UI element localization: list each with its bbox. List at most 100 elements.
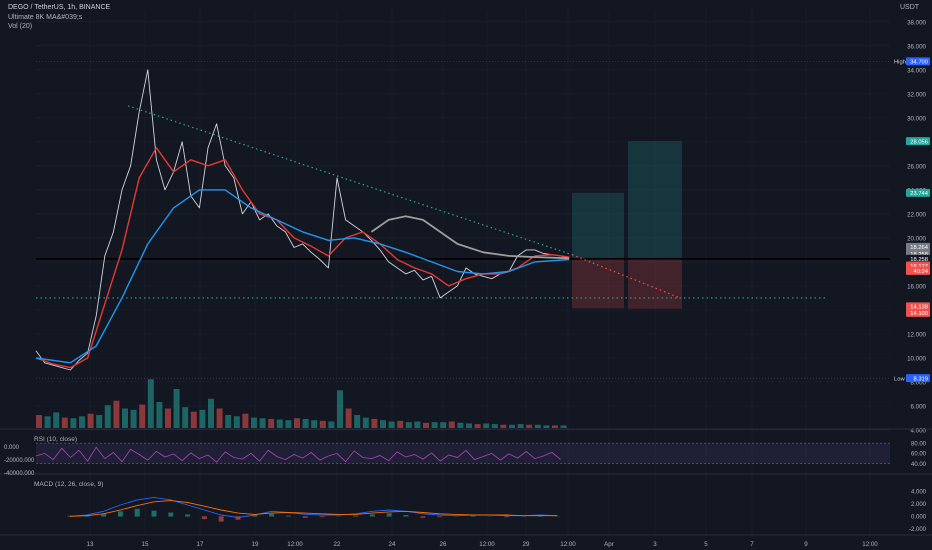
volume-bar bbox=[311, 420, 318, 428]
series-ma_fast bbox=[35, 147, 570, 369]
x-tick-label: 12:00 bbox=[287, 541, 303, 548]
indicator-legend-ma[interactable]: Ultimate 8K MA&#039;s bbox=[8, 14, 83, 21]
price-badge-value: 14.138 bbox=[910, 305, 928, 311]
macd-histogram-bar bbox=[353, 515, 359, 517]
volume-bar bbox=[302, 418, 309, 428]
volume-bar bbox=[259, 418, 266, 428]
macd-tick-label: 0.000 bbox=[911, 515, 927, 521]
price-badge-bg bbox=[906, 188, 930, 197]
volume-bar bbox=[448, 421, 455, 428]
macd-pane-label[interactable]: MACD (12, 26, close, 9) bbox=[34, 481, 104, 488]
volume-bar bbox=[96, 415, 103, 428]
price-badge: 14.138 bbox=[906, 302, 930, 311]
volume-bar bbox=[285, 420, 292, 428]
volume-bar bbox=[345, 408, 352, 428]
macd-histogram-bar bbox=[235, 516, 241, 520]
volume-bar bbox=[354, 415, 361, 428]
rsi-left-tick: 0.000 bbox=[4, 445, 20, 451]
y-tick-label: 10.000 bbox=[907, 355, 926, 362]
volume-bar bbox=[251, 417, 257, 428]
volume-bar bbox=[543, 425, 550, 428]
price-badge-bg bbox=[906, 254, 930, 263]
volume-bar bbox=[371, 418, 378, 428]
macd-histogram-bar bbox=[319, 516, 325, 518]
long-position-target-zone bbox=[572, 192, 624, 259]
long-position-stop-zone bbox=[572, 258, 624, 309]
volume-bar bbox=[147, 379, 154, 428]
price-badge-value: 34.700 bbox=[910, 60, 928, 66]
price-badge: 40:24 bbox=[906, 266, 930, 275]
macd-tick-label: 2.000 bbox=[911, 502, 927, 508]
macd-histogram-bar bbox=[101, 513, 107, 517]
macd-line bbox=[69, 496, 558, 518]
volume-bar bbox=[182, 407, 189, 428]
price-badge-value: 18.264 bbox=[910, 245, 929, 251]
x-tick-label: 15 bbox=[142, 541, 149, 548]
macd-histogram-bar bbox=[252, 515, 258, 517]
rsi-left-tick: -20000.000 bbox=[4, 458, 35, 464]
price-badge-value: 23.744 bbox=[910, 191, 929, 197]
volume-bar bbox=[526, 424, 533, 428]
y-tick-label: 12.000 bbox=[907, 331, 926, 338]
indicator-legend-volume[interactable]: Vol (20) bbox=[8, 23, 33, 30]
volume-bar bbox=[44, 416, 51, 428]
y-tick-label: 26.000 bbox=[907, 163, 926, 170]
volume-bar bbox=[474, 424, 481, 428]
x-tick-label: 12:00 bbox=[560, 541, 576, 548]
x-tick-label: 12:00 bbox=[479, 541, 495, 548]
volume-bar bbox=[113, 400, 120, 428]
macd-tick-label: 4.000 bbox=[911, 489, 927, 495]
y-tick-label: 36.000 bbox=[907, 43, 926, 50]
volume-bar bbox=[104, 405, 111, 428]
macd-histogram-bar bbox=[151, 510, 157, 517]
volume-bar bbox=[500, 424, 507, 428]
rsi-tick-label: 80.00 bbox=[911, 441, 927, 447]
y-tick-label: 22.000 bbox=[907, 211, 926, 218]
y-tick-label: 20.000 bbox=[907, 235, 926, 242]
rsi-tick-label: 40.00 bbox=[911, 462, 927, 468]
price-badge: High 34.700 bbox=[894, 57, 930, 66]
x-tick-label: 17 bbox=[197, 541, 204, 548]
price-badge-bg bbox=[906, 57, 930, 66]
x-tick-label: Apr bbox=[604, 541, 614, 548]
volume-bar bbox=[216, 408, 223, 428]
volume-bar bbox=[319, 420, 326, 428]
price-badge-value: 18.258 bbox=[910, 252, 928, 258]
macd-histogram-bar bbox=[285, 515, 291, 517]
series-ma_slow bbox=[370, 215, 570, 260]
macd-histogram-bar bbox=[386, 513, 392, 517]
price-badge-value: 28.056 bbox=[910, 139, 928, 145]
x-tick-label: 3 bbox=[653, 541, 657, 548]
rsi-pane-label[interactable]: RSI (10, close) bbox=[34, 436, 77, 443]
volume-bar bbox=[362, 417, 369, 428]
volume-bar bbox=[423, 422, 429, 428]
macd-histogram-bar bbox=[218, 516, 224, 522]
macd-histogram-bar bbox=[168, 512, 174, 517]
volume-bar bbox=[534, 424, 541, 428]
volume-bar bbox=[328, 421, 335, 428]
macd-histogram-bar bbox=[201, 516, 207, 520]
volume-bar bbox=[225, 415, 232, 428]
price-badge-label: Low bbox=[894, 376, 905, 382]
price-badge: 28.056 bbox=[906, 137, 930, 145]
x-tick-label: 26 bbox=[440, 541, 447, 548]
price-badge: Low 8.319 bbox=[894, 374, 930, 382]
volume-bar bbox=[337, 390, 343, 428]
volume-bar bbox=[139, 404, 146, 428]
price-badge-value: 14.100 bbox=[910, 311, 928, 317]
volume-bar bbox=[173, 389, 180, 428]
y-tick-label: 38.000 bbox=[907, 19, 926, 26]
volume-bar bbox=[483, 423, 490, 428]
symbol-title: DEGO / TetherUS, 1h, BINANCE bbox=[8, 4, 111, 11]
macd-histogram-bar bbox=[117, 511, 123, 517]
macd-histogram-bar bbox=[269, 513, 275, 517]
y-tick-label: 32.000 bbox=[907, 91, 926, 98]
volume-bar bbox=[208, 398, 214, 428]
volume-bar bbox=[440, 422, 447, 428]
series-price bbox=[35, 69, 570, 371]
volume-bar bbox=[156, 402, 163, 428]
price-badge-bg bbox=[906, 137, 930, 146]
long-position-target-zone bbox=[628, 141, 682, 259]
